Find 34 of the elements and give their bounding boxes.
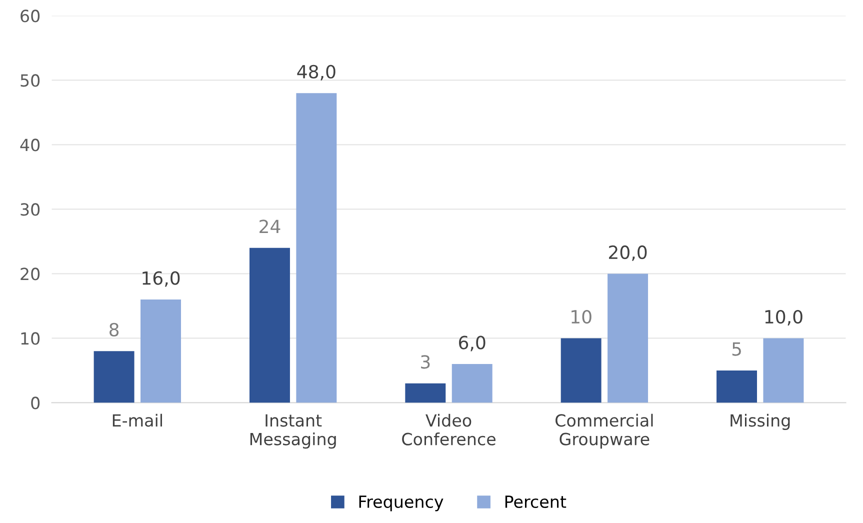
- data-label: 10,0: [765, 310, 802, 326]
- data-label: 24: [260, 220, 280, 234]
- y-tick-label: 50: [20, 74, 40, 87]
- bar: [608, 274, 648, 403]
- bar: [94, 351, 134, 403]
- data-label: 16,0: [142, 271, 180, 287]
- legend-label: Percent: [505, 496, 566, 508]
- y-tick-label: 0: [31, 396, 40, 410]
- data-label: 20,0: [609, 245, 647, 261]
- y-tick-label: 20: [20, 268, 40, 280]
- x-tick-label: Instant Messaging: [250, 414, 336, 449]
- y-tick-label: 30: [20, 203, 40, 216]
- x-tick-label: Video Conference: [402, 414, 496, 446]
- bar: [716, 370, 758, 403]
- legend-label: Frequency: [359, 496, 444, 512]
- data-label: 48,0: [297, 64, 336, 80]
- x-tick-label: Missing: [730, 414, 790, 430]
- data-label: 5: [732, 342, 741, 356]
- y-tick-label: 10: [21, 332, 40, 345]
- data-label: 10: [572, 310, 592, 324]
- x-tick-label: Commercial Groupware: [556, 414, 653, 449]
- data-label: 6,0: [459, 336, 486, 352]
- bar: [249, 248, 290, 403]
- bar: [296, 93, 337, 403]
- bar: [140, 300, 181, 403]
- y-tick-label: 60: [20, 10, 40, 22]
- bar: [763, 338, 804, 403]
- bar: [560, 338, 602, 403]
- data-label: 3: [421, 355, 430, 369]
- bar: [405, 383, 446, 403]
- x-tick-label: E-mail: [112, 414, 162, 427]
- data-label: 8: [110, 322, 119, 336]
- y-tick-label: 40: [20, 138, 40, 152]
- bar: [452, 364, 492, 403]
